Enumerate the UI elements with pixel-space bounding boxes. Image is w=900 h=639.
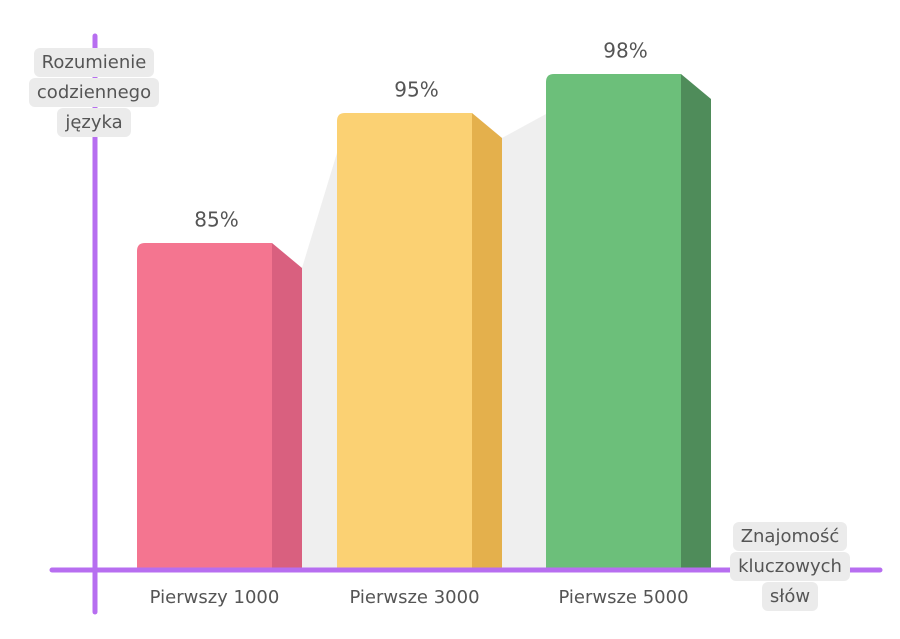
bar-side: [268, 243, 302, 568]
value-label: 95%: [394, 78, 438, 102]
bar-side: [468, 113, 502, 568]
x-axis-label-text: Znajomość kluczowych słów: [730, 522, 850, 611]
bar: [137, 243, 272, 568]
value-label: 85%: [194, 208, 238, 232]
bar: [337, 113, 472, 568]
y-axis-label-text: Rozumienie codziennego języka: [28, 48, 160, 137]
bar: [546, 74, 681, 568]
x-tick-label: Pierwsze 3000: [349, 587, 479, 608]
x-tick-label: Pierwszy 1000: [150, 587, 280, 608]
x-tick-label: Pierwsze 5000: [558, 587, 688, 608]
bar-shadow: [302, 153, 337, 568]
x-axis-label: Znajomość kluczowych słów: [730, 522, 850, 612]
bar-shadow: [502, 114, 546, 568]
y-axis-label: Rozumienie codziennego języka: [14, 48, 174, 138]
value-label: 98%: [603, 39, 647, 63]
bar-side: [677, 74, 711, 568]
